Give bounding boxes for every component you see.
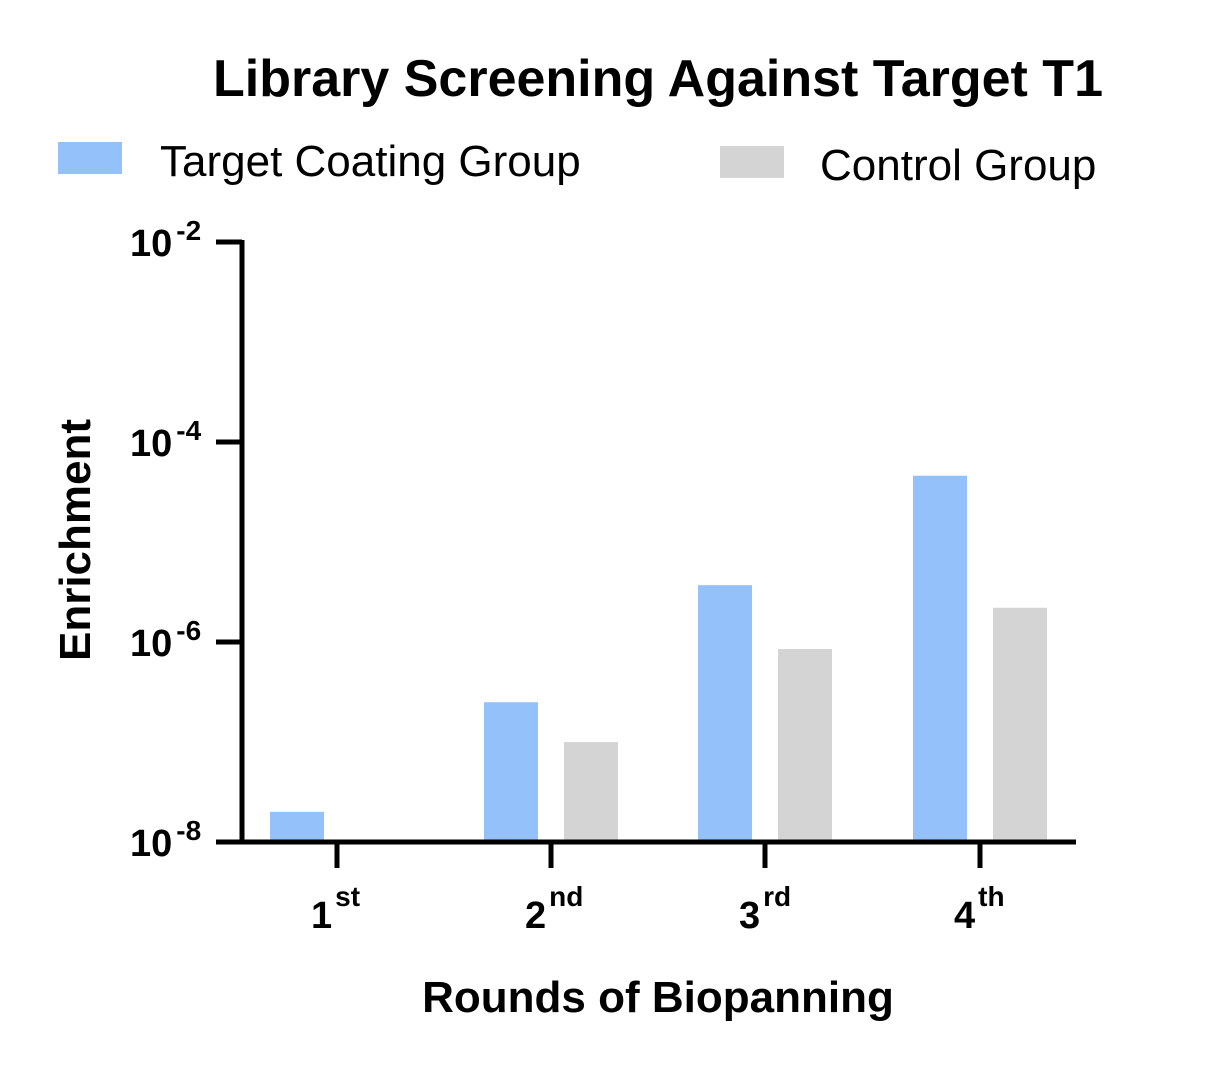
bars-group xyxy=(270,475,1047,842)
legend-label-control-group: Control Group xyxy=(820,141,1096,190)
x-axis-label: Rounds of Biopanning xyxy=(422,973,894,1022)
legend: Target Coating Group Control Group xyxy=(58,137,1096,190)
axes-group xyxy=(239,240,1076,845)
bar-control-group-4 xyxy=(993,607,1047,842)
y-tick-label: 10 -6 xyxy=(130,615,201,665)
bar-target-coating-group-3 xyxy=(698,585,752,842)
bar-control-group-2 xyxy=(564,742,618,842)
y-axis-label: Enrichment xyxy=(51,419,100,661)
bar-target-coating-group-2 xyxy=(484,702,538,842)
y-tick-label: 10 -2 xyxy=(130,215,201,265)
bar-target-coating-group-1 xyxy=(270,811,324,842)
y-tick-label: 10 -4 xyxy=(130,415,202,465)
y-tick-label: 10 -8 xyxy=(130,815,201,865)
bar-target-coating-group-4 xyxy=(913,475,967,842)
y-ticks-group: 10-8 10-6 10-4 10-2 xyxy=(130,215,242,865)
legend-label-target-coating-group: Target Coating Group xyxy=(160,137,581,186)
legend-swatch-target-coating-group xyxy=(58,142,122,174)
bar-control-group-3 xyxy=(778,649,832,842)
chart-title: Library Screening Against Target T1 xyxy=(213,50,1103,108)
legend-swatch-control-group xyxy=(720,146,784,178)
